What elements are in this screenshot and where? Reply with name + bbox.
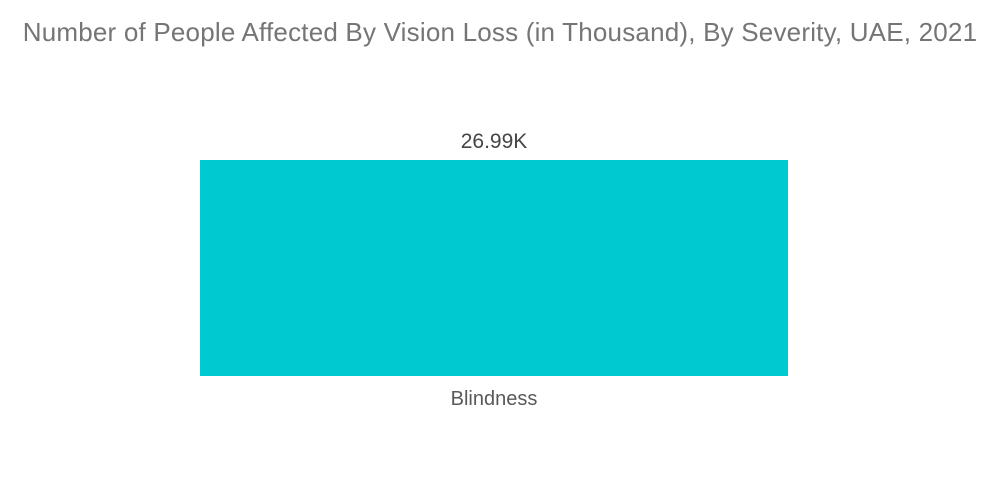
bar-blindness: [200, 160, 788, 376]
chart-title: Number of People Affected By Vision Loss…: [22, 17, 978, 47]
plot-area: [200, 160, 788, 376]
category-label-blindness: Blindness: [450, 388, 538, 410]
bar-value-label: 26.99K: [460, 130, 528, 153]
